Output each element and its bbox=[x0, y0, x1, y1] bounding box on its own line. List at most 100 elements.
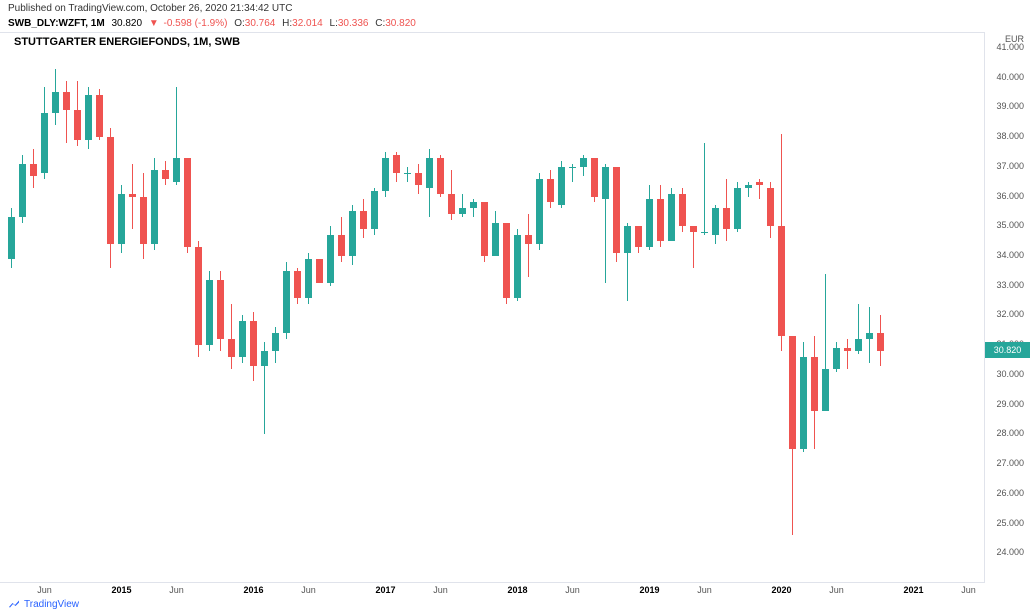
candle-body bbox=[184, 158, 191, 247]
candle-body bbox=[294, 271, 301, 298]
y-tick: 24.000 bbox=[996, 547, 1024, 557]
chart-title: STUTTGARTER ENERGIEFONDS, 1M, SWB bbox=[14, 36, 240, 48]
y-tick: 27.000 bbox=[996, 458, 1024, 468]
candle-body bbox=[283, 271, 290, 333]
y-tick: 36.000 bbox=[996, 191, 1024, 201]
candle-body bbox=[338, 235, 345, 256]
y-tick: 40.000 bbox=[996, 72, 1024, 82]
candle-body bbox=[305, 259, 312, 298]
candle-body bbox=[679, 194, 686, 227]
candle-body bbox=[316, 259, 323, 283]
candle-body bbox=[569, 167, 576, 168]
candle-body bbox=[30, 164, 37, 176]
candle-body bbox=[195, 247, 202, 345]
candle-body bbox=[624, 226, 631, 253]
x-axis[interactable]: Jun2015Jun2016Jun2017Jun2018Jun2019Jun20… bbox=[0, 582, 985, 600]
candle-wick bbox=[407, 167, 408, 182]
candle-body bbox=[327, 235, 334, 283]
candle-body bbox=[85, 95, 92, 140]
candle-body bbox=[536, 179, 543, 244]
candle-body bbox=[129, 194, 136, 197]
candle-body bbox=[580, 158, 587, 167]
candle-body bbox=[382, 158, 389, 191]
candle-body bbox=[118, 194, 125, 245]
candle-body bbox=[877, 333, 884, 351]
close-label: C: bbox=[375, 18, 385, 29]
candle-body bbox=[778, 226, 785, 336]
candle-body bbox=[525, 235, 532, 244]
candlestick-chart[interactable] bbox=[0, 32, 985, 582]
close-value: 30.820 bbox=[385, 18, 416, 29]
y-tick: 29.000 bbox=[996, 399, 1024, 409]
candle-body bbox=[602, 167, 609, 200]
y-tick: 34.000 bbox=[996, 250, 1024, 260]
open-value: 30.764 bbox=[245, 18, 276, 29]
candle-body bbox=[239, 321, 246, 357]
candle-body bbox=[459, 208, 466, 214]
x-tick: Jun bbox=[301, 585, 316, 595]
y-tick: 25.000 bbox=[996, 518, 1024, 528]
candle-wick bbox=[693, 226, 694, 268]
x-tick: 2019 bbox=[639, 585, 659, 595]
candle-body bbox=[173, 158, 180, 182]
candle-body bbox=[712, 208, 719, 235]
y-tick: 41.000 bbox=[996, 42, 1024, 52]
candle-body bbox=[690, 226, 697, 232]
candle-body bbox=[8, 217, 15, 259]
candle-body bbox=[228, 339, 235, 357]
candle-body bbox=[52, 92, 59, 113]
candle-body bbox=[767, 188, 774, 227]
candle-body bbox=[844, 348, 851, 351]
candle-body bbox=[492, 223, 499, 256]
candle-body bbox=[657, 199, 664, 241]
x-tick: 2021 bbox=[903, 585, 923, 595]
y-tick: 35.000 bbox=[996, 220, 1024, 230]
candle-body bbox=[833, 348, 840, 369]
candle-body bbox=[470, 202, 477, 208]
x-tick: Jun bbox=[697, 585, 712, 595]
x-tick: Jun bbox=[829, 585, 844, 595]
low-label: L: bbox=[330, 18, 338, 29]
candle-body bbox=[734, 188, 741, 230]
x-tick: Jun bbox=[565, 585, 580, 595]
down-arrow-icon: ▼ bbox=[149, 18, 159, 29]
last-price: 30.820 bbox=[111, 18, 142, 29]
price-change: -0.598 (-1.9%) bbox=[164, 18, 228, 29]
candle-body bbox=[151, 170, 158, 244]
y-tick: 39.000 bbox=[996, 101, 1024, 111]
candle-wick bbox=[66, 81, 67, 143]
x-tick: Jun bbox=[433, 585, 448, 595]
candle-body bbox=[668, 194, 675, 242]
candle-body bbox=[360, 211, 367, 229]
y-axis[interactable]: EUR 24.00025.00026.00027.00028.00029.000… bbox=[985, 32, 1030, 582]
price-tag: 30.820 bbox=[985, 342, 1030, 358]
candle-body bbox=[745, 185, 752, 188]
candle-body bbox=[426, 158, 433, 188]
candle-body bbox=[591, 158, 598, 197]
candle-body bbox=[250, 321, 257, 366]
brand-footer[interactable]: TradingView bbox=[8, 598, 79, 610]
candle-body bbox=[19, 164, 26, 218]
x-tick: 2017 bbox=[375, 585, 395, 595]
candle-body bbox=[437, 158, 444, 194]
candle-body bbox=[96, 95, 103, 137]
candle-body bbox=[822, 369, 829, 411]
candle-wick bbox=[847, 339, 848, 369]
publish-header: Published on TradingView.com, October 26… bbox=[8, 3, 292, 14]
x-tick: Jun bbox=[37, 585, 52, 595]
candle-body bbox=[800, 357, 807, 449]
candle-wick bbox=[231, 304, 232, 369]
candle-wick bbox=[528, 214, 529, 276]
y-tick: 37.000 bbox=[996, 161, 1024, 171]
candle-body bbox=[514, 235, 521, 297]
y-tick: 28.000 bbox=[996, 428, 1024, 438]
tradingview-logo-icon bbox=[8, 598, 20, 610]
candle-body bbox=[140, 197, 147, 245]
candle-body bbox=[866, 333, 873, 339]
y-tick: 33.000 bbox=[996, 280, 1024, 290]
symbol[interactable]: SWB_DLY:WZFT, 1M bbox=[8, 18, 105, 29]
x-tick: 2018 bbox=[507, 585, 527, 595]
candle-body bbox=[503, 223, 510, 297]
y-tick: 38.000 bbox=[996, 131, 1024, 141]
y-tick: 26.000 bbox=[996, 488, 1024, 498]
